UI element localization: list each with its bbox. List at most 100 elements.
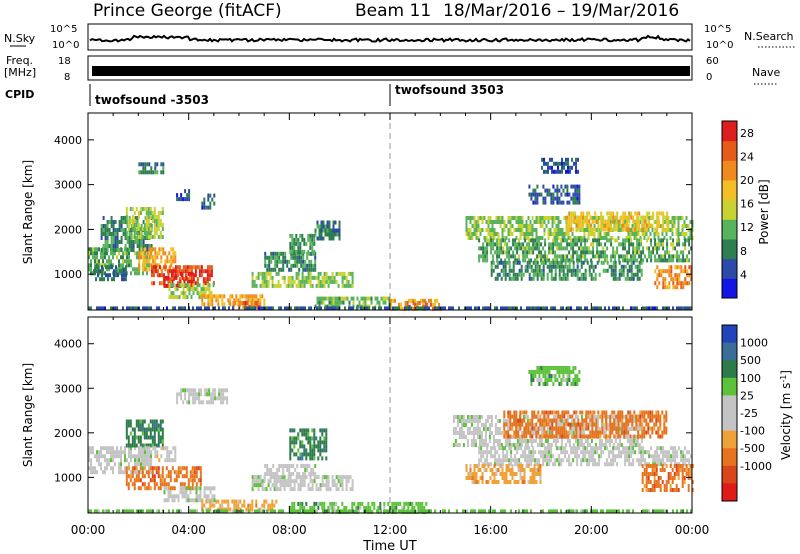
power-cell [678, 258, 681, 263]
vel-cell [470, 419, 473, 423]
power-cell [187, 271, 190, 276]
power-cell [658, 246, 661, 251]
power-cell [604, 306, 606, 311]
vel-cell [549, 426, 552, 431]
vel-cell [145, 486, 148, 491]
vel-cell [341, 501, 344, 506]
power-cell [158, 251, 161, 256]
power-cell [670, 254, 673, 259]
power-cell [682, 254, 685, 259]
power-cell [372, 306, 374, 311]
power-cell [528, 306, 530, 311]
power-cell [499, 224, 502, 228]
power-cell [210, 291, 213, 296]
power-cell [146, 255, 148, 260]
vel-cell [303, 432, 306, 437]
power-cell [636, 219, 639, 224]
power-cell [508, 276, 511, 281]
vel-cell [486, 415, 489, 419]
power-cell [183, 279, 186, 284]
vel-cell [579, 430, 582, 435]
power-cell [156, 269, 159, 274]
power-cell [522, 242, 525, 247]
vel-cell [454, 443, 457, 447]
power-cell [648, 223, 651, 228]
power-cell [642, 246, 645, 251]
vel-cell [335, 483, 338, 488]
vel-cell [325, 444, 328, 449]
vel-cell [137, 427, 140, 432]
power-cell [640, 215, 643, 220]
vel-cell [641, 414, 644, 419]
power-cell [540, 276, 543, 281]
vel-cell [199, 470, 202, 475]
power-cell [133, 219, 136, 223]
vel-cell [503, 430, 506, 435]
power-cell [88, 247, 90, 252]
power-cell [578, 276, 581, 281]
power-cell [501, 232, 504, 236]
vel-cell [502, 450, 505, 455]
power-cell [686, 273, 689, 278]
vel-cell [149, 486, 152, 491]
power-cell [207, 197, 210, 202]
power-cell [430, 302, 432, 307]
power-cell [88, 306, 90, 311]
power-cell [139, 235, 142, 239]
power-cell [627, 232, 630, 236]
vel-cell [266, 472, 269, 476]
power-cell [110, 216, 113, 220]
power-cell [566, 200, 569, 205]
power-cell [122, 232, 125, 236]
vel-cell [393, 509, 396, 514]
vel-cell [303, 479, 306, 484]
power-cell [659, 224, 662, 228]
power-cell [317, 271, 320, 276]
power-cell [135, 207, 138, 211]
power-cell [582, 276, 585, 281]
power-cell [130, 259, 132, 264]
power-cell [567, 157, 569, 162]
power-cell [204, 287, 207, 292]
power-cell [549, 228, 552, 232]
power-cell [686, 281, 689, 286]
vel-cell [104, 458, 106, 463]
power-cell [127, 219, 130, 223]
power-cell [348, 300, 351, 305]
power-cell [291, 237, 294, 242]
vel-cell [543, 414, 546, 419]
power-cell [330, 232, 333, 237]
vel-cell [133, 486, 136, 491]
power-cell [209, 302, 212, 307]
vel-cell [496, 439, 499, 443]
power-cell [561, 165, 563, 170]
vel-cell [273, 487, 276, 492]
power-cell [684, 306, 686, 311]
power-cell [364, 296, 367, 301]
vel-cell [519, 418, 522, 423]
power-cell [251, 298, 254, 303]
power-cell [150, 265, 153, 270]
power-cell [663, 228, 666, 232]
vel-cell [116, 454, 118, 459]
vel-cell [555, 422, 558, 427]
power-cell [263, 283, 266, 288]
power-cell [150, 269, 153, 274]
power-cell [160, 247, 163, 252]
power-cell [125, 265, 127, 270]
power-cell [277, 279, 280, 284]
power-data [88, 157, 694, 311]
power-cell [503, 228, 506, 232]
vel-cell [139, 486, 142, 491]
power-cell [516, 276, 519, 281]
power-cell [151, 211, 154, 215]
vel-cell [335, 475, 338, 480]
vel-cell [233, 503, 236, 508]
power-cell [634, 254, 637, 259]
vel-cell [142, 462, 144, 467]
vel-cell [655, 430, 658, 435]
vel-cell [271, 499, 274, 504]
power-cell [274, 263, 277, 268]
power-cell [335, 271, 338, 276]
power-cell [685, 224, 688, 228]
